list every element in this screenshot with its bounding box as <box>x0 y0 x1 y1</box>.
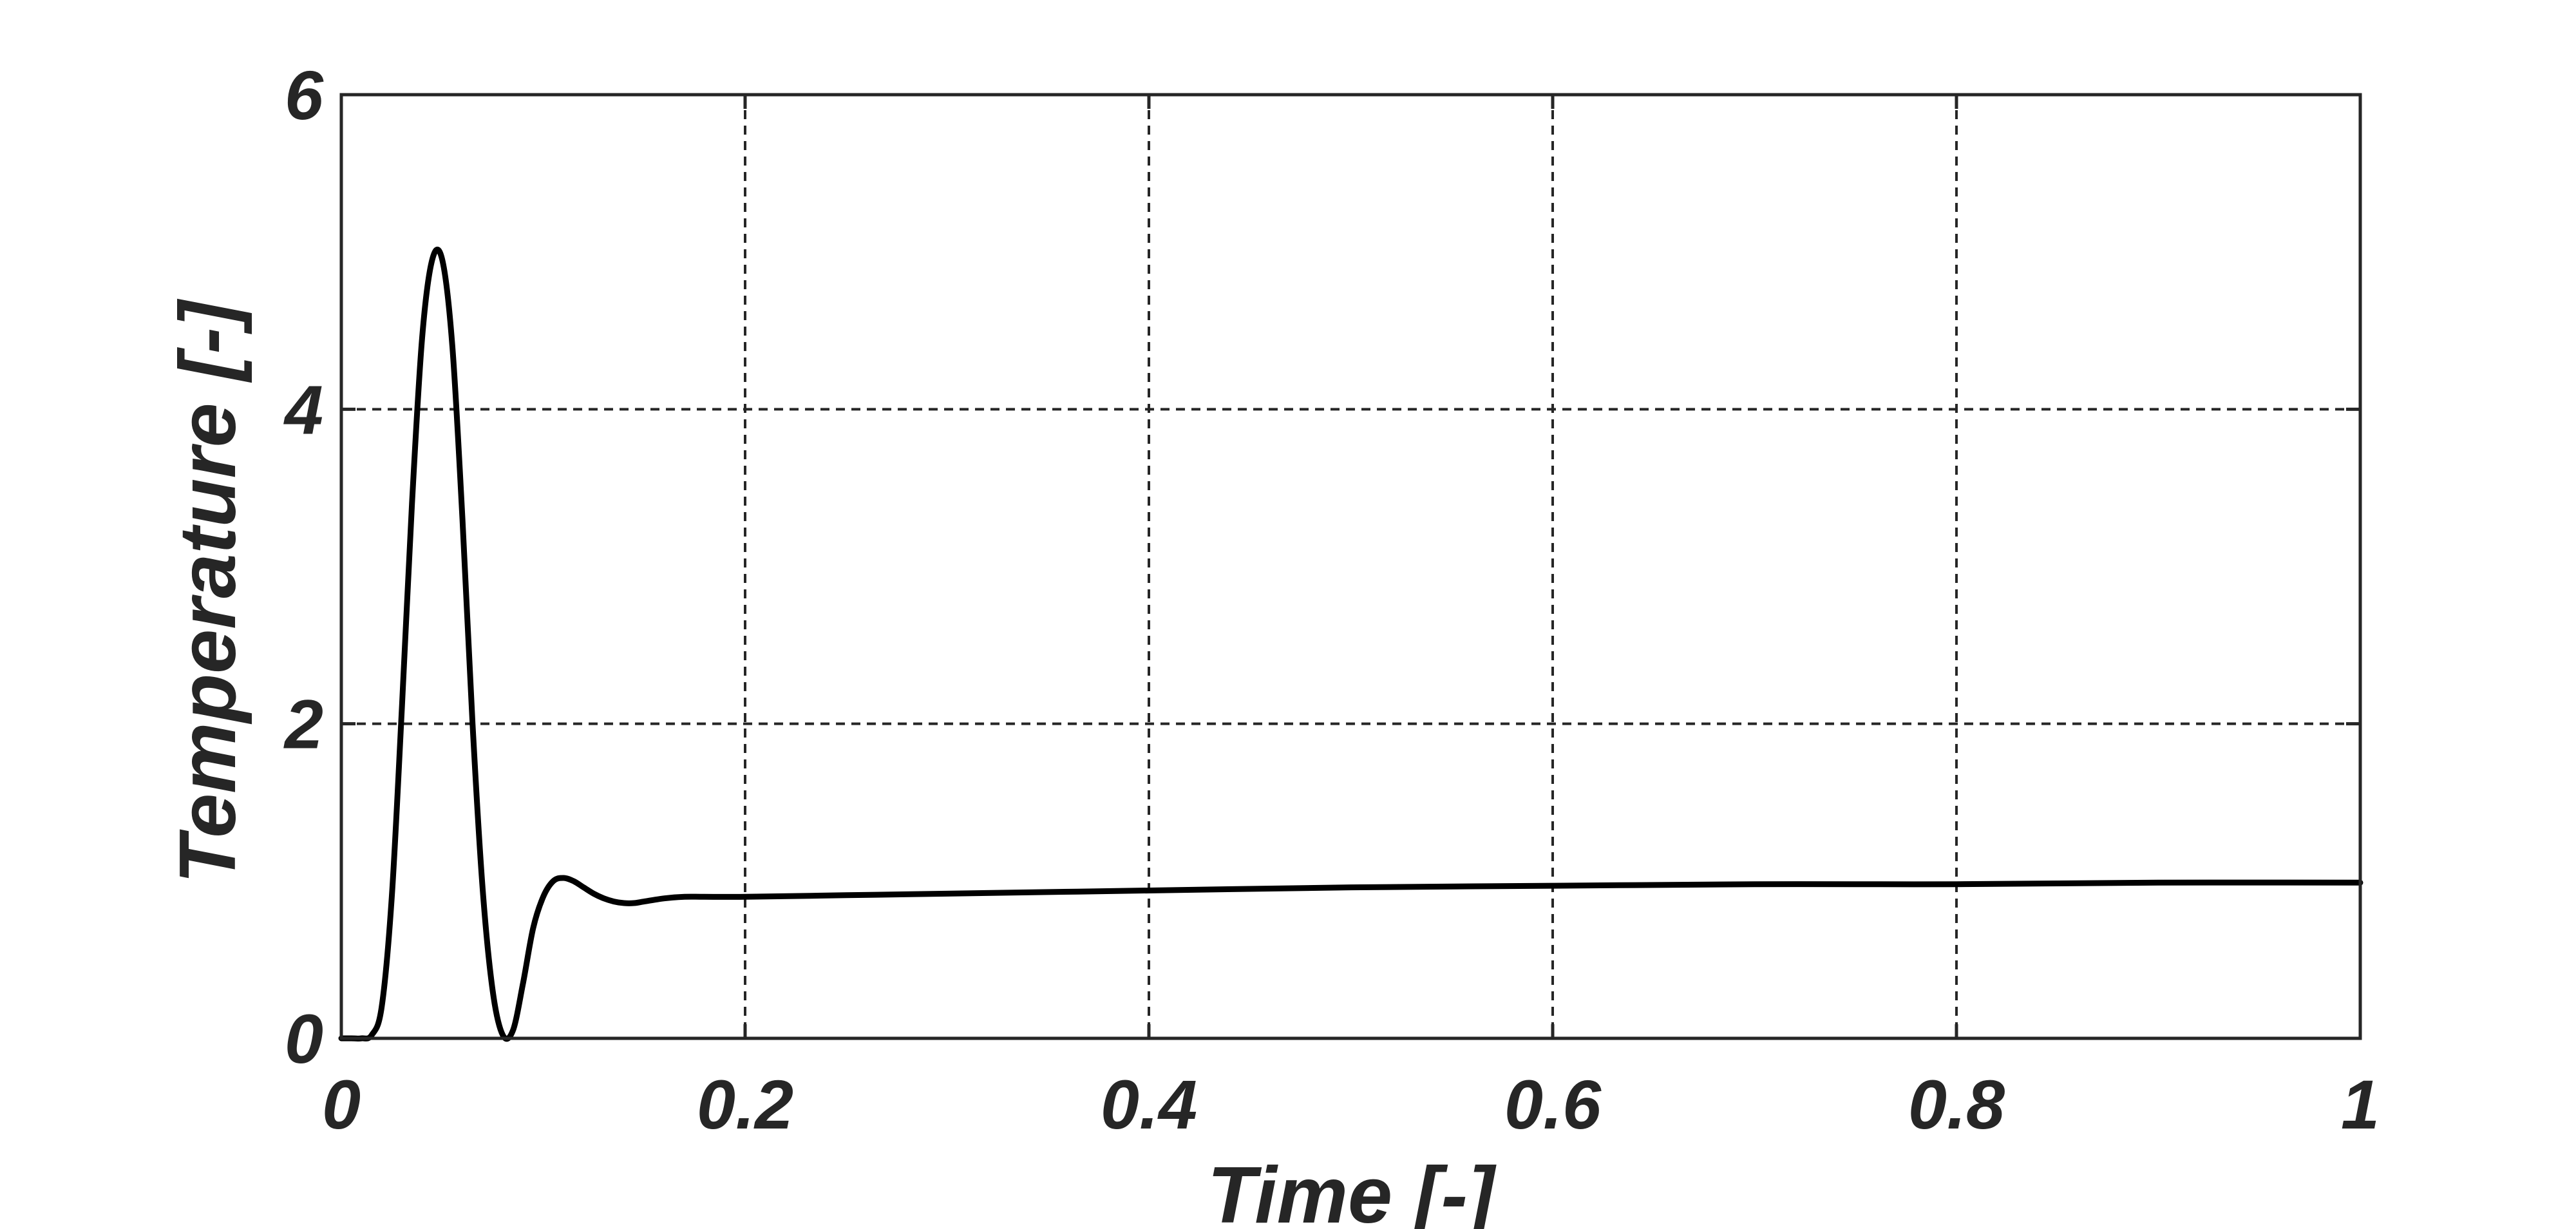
x-axis-label: Time [-] <box>1208 1151 1497 1229</box>
y-axis-label: Temperature [-] <box>164 298 252 884</box>
grid-lines <box>341 95 2360 1038</box>
x-tick-label: 0.6 <box>1504 1065 1602 1143</box>
x-tick-label: 0.2 <box>697 1065 793 1143</box>
y-tick-label: 2 <box>283 685 323 763</box>
plot-area-border <box>339 93 2362 1040</box>
y-tick-label: 4 <box>283 370 323 448</box>
x-tick-labels: 0 0.2 0.4 0.6 0.8 1 <box>322 1065 2380 1143</box>
y-tick-label: 6 <box>285 56 324 134</box>
x-tick-label: 0.8 <box>1908 1065 2005 1143</box>
x-tick-label: 1 <box>2341 1065 2380 1143</box>
x-tick-label: 0 <box>322 1065 361 1143</box>
series-layer <box>338 246 2363 1042</box>
y-tick-label: 0 <box>285 1000 323 1078</box>
x-tick-label: 0.4 <box>1101 1065 1197 1143</box>
y-tick-labels: 0 2 4 6 <box>283 56 324 1078</box>
temperature-series-line <box>338 246 2363 1042</box>
tick-marks <box>339 93 2362 1040</box>
